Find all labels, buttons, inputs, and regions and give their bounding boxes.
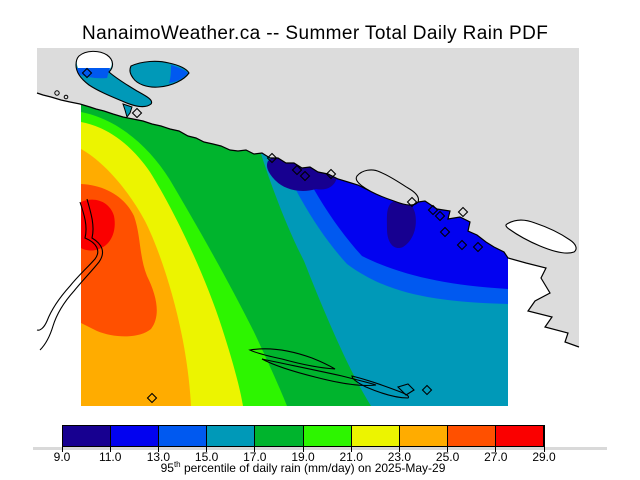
station-marker — [301, 172, 310, 181]
station-marker — [459, 208, 468, 217]
colorbar-segment — [207, 426, 255, 446]
gulf-islands-outlines — [250, 349, 414, 398]
station-marker — [474, 243, 483, 252]
coastal-notch — [123, 104, 132, 117]
station-marker — [83, 69, 92, 78]
colorbar-segment — [351, 426, 399, 446]
caption-rest: percentile of daily rain (mm/day) on 202… — [180, 461, 446, 475]
station-marker — [429, 206, 438, 215]
colorbar-segment — [63, 426, 111, 446]
mainland-landmass — [37, 48, 579, 347]
colorbar-tick-labels: 9.0 11.0 13.0 15.0 17.0 19.0 21.0 23.0 25.0 27.0 2… — [54, 450, 556, 464]
station-marker — [441, 228, 450, 237]
colorbar — [62, 425, 544, 447]
colorbar-segment — [447, 426, 495, 446]
inlet-lake-east — [130, 61, 189, 87]
vancouver-island-coastline — [37, 199, 103, 350]
page-title: NanaimoWeather.ca -- Summer Total Daily … — [82, 23, 549, 44]
colorbar-tick-label: 13.0 — [146, 450, 171, 464]
colorbar-tick-label: 23.0 — [387, 450, 412, 464]
station-markers — [83, 69, 483, 403]
station-marker — [148, 394, 157, 403]
colorbar-segment — [495, 426, 543, 446]
islet — [55, 91, 59, 95]
colorbar-shadow-rule — [33, 447, 607, 450]
caption-prefix: 95 — [160, 461, 174, 475]
station-marker — [293, 166, 302, 175]
colorbar-caption: 95th percentile of daily rain (mm/day) o… — [62, 460, 544, 476]
colorbar-segment — [255, 426, 303, 446]
colorbar-segment — [159, 426, 207, 446]
colorbar-segment — [303, 426, 351, 446]
sechelt-lake — [506, 220, 576, 253]
mainland-coastline — [37, 93, 579, 347]
station-marker — [327, 170, 336, 179]
caption-superscript: th — [173, 460, 181, 469]
station-marker — [408, 198, 417, 207]
colorbar-segment — [111, 426, 159, 446]
station-marker — [133, 109, 142, 118]
colorbar-tick-label: 27.0 — [484, 450, 508, 464]
colorbar-tick-label: 19.0 — [291, 450, 315, 464]
station-marker — [458, 241, 467, 250]
colorbar-tick-label: 25.0 — [435, 450, 460, 464]
texada-island — [356, 170, 418, 205]
colorbar-tick-label: 17.0 — [243, 450, 267, 464]
colorbar-tick-label: 21.0 — [339, 450, 363, 464]
band-27-29 — [81, 199, 115, 251]
station-marker — [423, 386, 432, 395]
colorbar-tick-label: 15.0 — [194, 450, 219, 464]
station-marker — [268, 154, 277, 163]
station-marker — [436, 212, 445, 221]
colorbar-tick-label: 29.0 — [532, 450, 556, 464]
colorbar-tick-label: 11.0 — [98, 450, 122, 464]
colorbar-tick-label: 9.0 — [53, 450, 71, 464]
band-9-11-second — [386, 199, 416, 249]
colorbar-segment — [399, 426, 447, 446]
islet — [64, 95, 68, 99]
